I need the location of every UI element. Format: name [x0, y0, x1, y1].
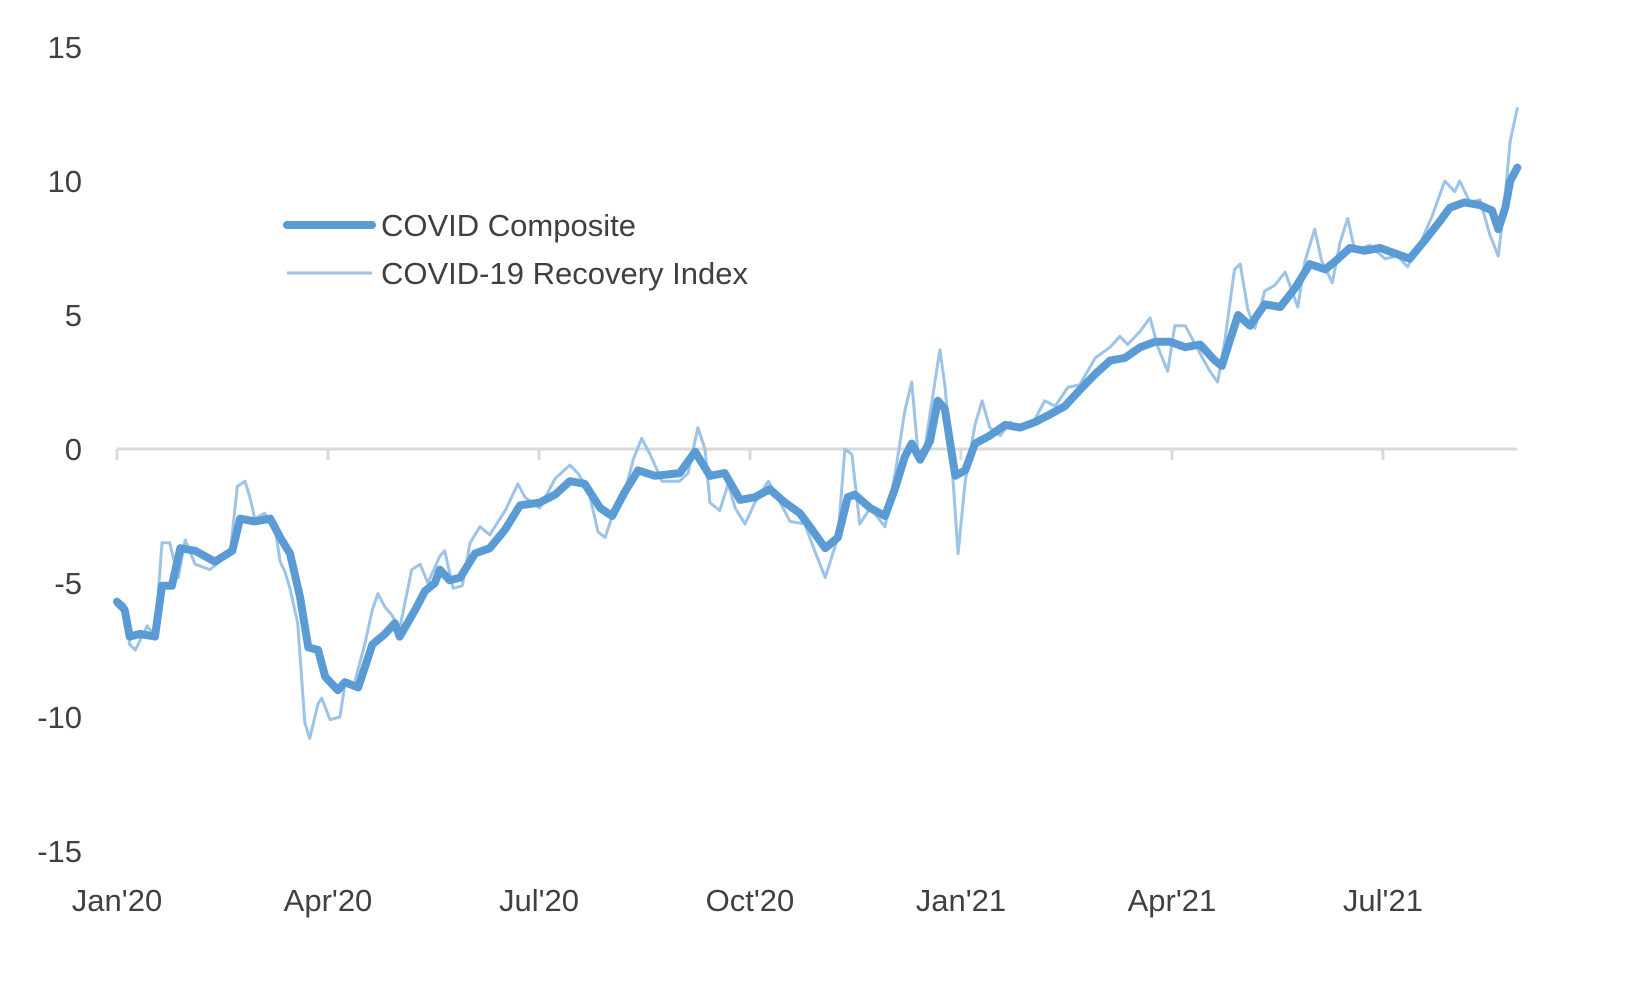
- x-tick-label: Jul'20: [499, 883, 579, 918]
- x-tick-label: Jan'21: [916, 883, 1006, 918]
- legend-label-covid-composite: COVID Composite: [381, 208, 636, 243]
- legend: COVID Composite COVID-19 Recovery Index: [283, 208, 748, 291]
- y-tick-label: 10: [48, 164, 82, 199]
- x-tick-label: Jul'21: [1343, 883, 1423, 918]
- y-tick-label: 0: [65, 432, 82, 467]
- x-tick-label: Apr'21: [1128, 883, 1217, 918]
- series-line-covid-19-recovery-index: [115, 107, 1519, 740]
- x-tick-label: Oct'20: [706, 883, 795, 918]
- y-tick-label: -5: [54, 566, 82, 601]
- x-tick-label: Jan'20: [72, 883, 162, 918]
- y-tick-label: -15: [37, 834, 82, 869]
- y-axis: 15 10 5 0 -5 -10 -15: [37, 30, 82, 869]
- x-axis: Jan'20 Apr'20 Jul'20 Oct'20 Jan'21 Apr'21 Jul'…: [72, 447, 1518, 918]
- y-tick-label: 15: [48, 30, 82, 65]
- x-tick-label: Apr'20: [284, 883, 373, 918]
- series-line-covid-composite: [113, 163, 1522, 695]
- y-tick-label: 5: [65, 298, 82, 333]
- legend-label-recovery-index: COVID-19 Recovery Index: [381, 256, 748, 291]
- series-layer: [113, 107, 1522, 740]
- y-tick-label: -10: [37, 700, 82, 735]
